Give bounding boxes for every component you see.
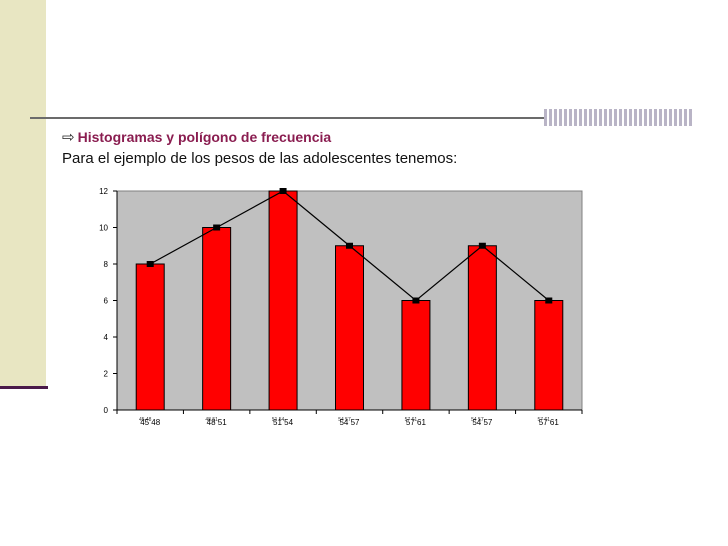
x-tick-overlay-label: 54 57 [471, 417, 484, 423]
polygon-point [545, 297, 553, 304]
bar [534, 300, 564, 411]
x-tick-label: 57 61 [406, 418, 427, 427]
y-tick-label: 2 [104, 370, 109, 379]
heading-text: Histogramas y polígono de frecuencia [77, 129, 332, 145]
title-rule [30, 117, 692, 119]
bar [335, 245, 364, 411]
x-tick-overlay-label: 54 57 [338, 417, 351, 423]
bar [401, 300, 431, 411]
polygon-point [279, 188, 287, 194]
subtitle-text: Para el ejemplo de los pesos de las adol… [62, 150, 458, 167]
polygon-point [412, 297, 420, 304]
y-tick-label: 0 [104, 406, 109, 415]
y-tick-label: 4 [104, 333, 109, 342]
bar [268, 190, 298, 411]
x-tick-overlay-label: 57 61 [405, 417, 418, 423]
y-tick-label: 8 [104, 260, 109, 269]
x-tick-label: 45 48 [140, 418, 161, 427]
polygon-point [146, 261, 154, 267]
x-tick-label: 57 61 [539, 418, 560, 427]
polygon-point [213, 224, 221, 231]
y-tick-label: 6 [104, 297, 109, 306]
section-heading: ⇨ Histogramas y polígono de frecuencia [62, 128, 331, 146]
x-tick-label: 54 57 [339, 418, 360, 427]
side-accent-line [0, 386, 48, 389]
bar [467, 245, 497, 411]
x-tick-label: 54 57 [472, 418, 493, 427]
x-tick-label: 48 51 [207, 418, 228, 427]
polygon-point [478, 242, 486, 249]
x-tick-overlay-label: 48 51 [205, 417, 218, 423]
side-accent-bar [0, 0, 46, 388]
bar [202, 227, 232, 411]
y-tick-label: 10 [99, 224, 108, 233]
arrow-right-icon: ⇨ [62, 129, 75, 146]
x-tick-overlay-label: 45 48 [139, 417, 152, 423]
bar [135, 263, 165, 411]
polygon-point [346, 242, 353, 249]
x-tick-label: 51 54 [273, 418, 294, 427]
y-tick-label: 12 [99, 187, 108, 196]
x-tick-overlay-label: 57 61 [538, 417, 551, 423]
x-tick-overlay-label: 51 54 [272, 417, 285, 423]
decorative-hatch [544, 109, 692, 126]
